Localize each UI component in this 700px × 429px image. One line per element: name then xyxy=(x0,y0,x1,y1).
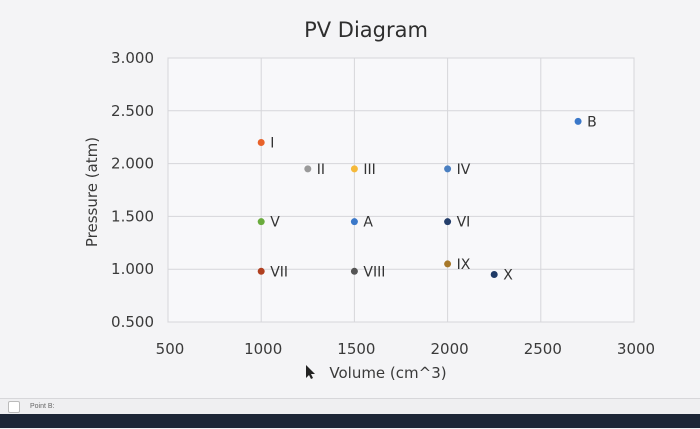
data-point-viii xyxy=(350,267,358,275)
pv-diagram-chart: 3.000 2.500 2.000 1.500 1.000 0.500 500 1000 15… xyxy=(83,18,655,382)
data-point-ii xyxy=(304,165,312,173)
x-axis-label: Volume (cm^3) xyxy=(329,364,446,382)
data-point-ix xyxy=(444,260,452,268)
data-label-vi: VI xyxy=(457,215,471,231)
x-axis-ticks: 500 1000 1500 2000 2500 3000 xyxy=(156,340,655,358)
y-tick-label: 0.500 xyxy=(111,313,154,331)
plot-area xyxy=(167,57,635,323)
x-tick-label: 3000 xyxy=(617,340,655,358)
data-point-x xyxy=(490,270,498,278)
mouse-cursor-icon xyxy=(306,365,315,379)
data-label-viii: VIII xyxy=(363,264,385,280)
data-point-vii xyxy=(257,267,265,275)
x-tick-label: 2000 xyxy=(431,340,469,358)
data-point-v xyxy=(257,218,265,226)
gridlines xyxy=(167,57,635,323)
data-label-vii: VII xyxy=(270,264,288,280)
x-tick-label: 500 xyxy=(156,340,185,358)
y-tick-label: 1.000 xyxy=(111,260,154,278)
y-axis-label: Pressure (atm) xyxy=(83,137,101,247)
data-point-iii xyxy=(350,165,358,173)
point-b-label: Point B: xyxy=(30,403,55,410)
data-label-i: I xyxy=(270,135,274,151)
x-tick-label: 1000 xyxy=(244,340,282,358)
data-point-a xyxy=(350,218,358,226)
data-label-a: A xyxy=(363,215,373,231)
x-tick-label: 1500 xyxy=(337,340,375,358)
data-point-vi xyxy=(444,218,452,226)
y-tick-label: 2.000 xyxy=(111,155,154,173)
data-label-ii: II xyxy=(317,162,325,178)
data-label-b: B xyxy=(587,114,597,130)
data-label-iv: IV xyxy=(457,162,471,178)
data-label-v: V xyxy=(270,215,280,231)
chart-title: PV Diagram xyxy=(304,18,428,42)
checkbox[interactable] xyxy=(8,401,20,413)
data-label-x: X xyxy=(503,267,513,283)
chart-card: 3.000 2.500 2.000 1.500 1.000 0.500 500 1000 15… xyxy=(0,0,700,398)
data-label-ix: IX xyxy=(457,257,471,273)
data-point-b xyxy=(574,117,582,125)
y-tick-label: 1.500 xyxy=(111,207,154,225)
y-axis-ticks: 3.000 2.500 2.000 1.500 1.000 0.500 xyxy=(111,49,154,331)
data-point-iv xyxy=(444,165,452,173)
y-tick-label: 3.000 xyxy=(111,49,154,67)
window-edge xyxy=(0,414,700,428)
data-label-iii: III xyxy=(363,162,375,178)
x-tick-label: 2500 xyxy=(524,340,562,358)
y-tick-label: 2.500 xyxy=(111,102,154,120)
data-point-i xyxy=(257,138,265,146)
